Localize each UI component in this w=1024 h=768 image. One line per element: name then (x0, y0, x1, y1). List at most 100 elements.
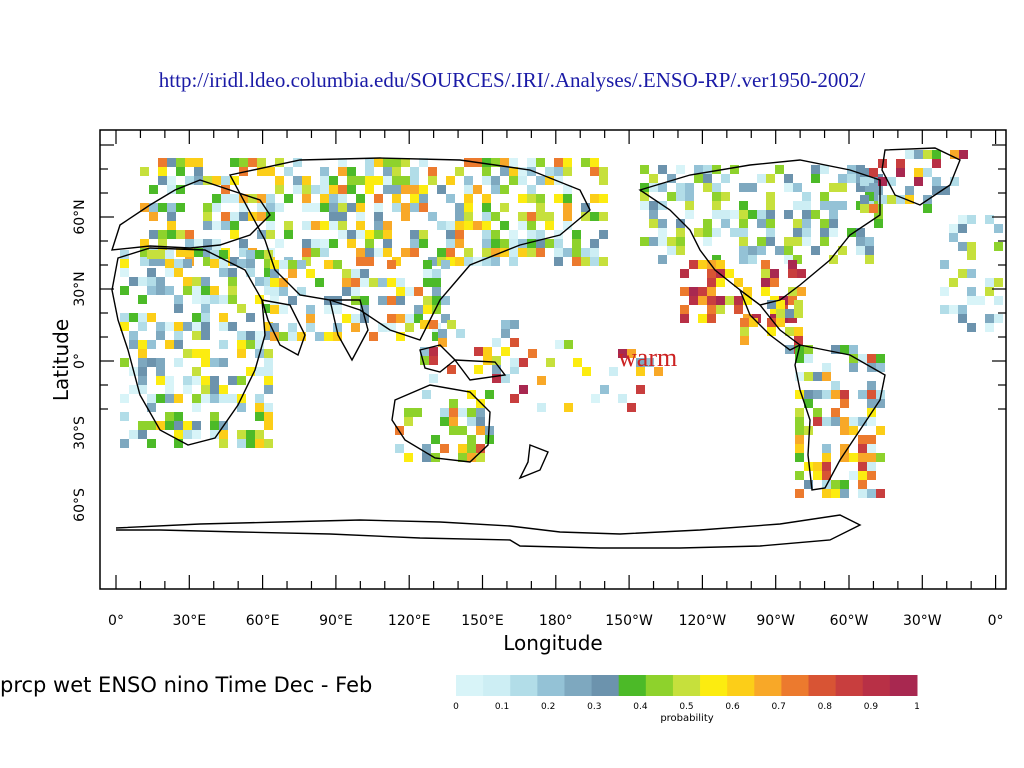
probability-cell (804, 426, 813, 435)
probability-cell (255, 340, 264, 349)
probability-cell (667, 192, 676, 201)
probability-cell (413, 408, 422, 417)
probability-cell (410, 230, 419, 239)
probability-cell (185, 230, 194, 239)
probability-cell (636, 358, 645, 367)
probability-cell (410, 167, 419, 176)
probability-cell (985, 278, 994, 287)
probability-cell (275, 185, 284, 194)
probability-cell (219, 385, 228, 394)
probability-cell (599, 257, 608, 266)
probability-cell (914, 150, 923, 159)
probability-cell (270, 305, 279, 314)
probability-cell (420, 320, 429, 329)
probability-cell (174, 295, 183, 304)
probability-cell (829, 210, 838, 219)
probability-cell (712, 228, 721, 237)
probability-cell (264, 403, 273, 412)
probability-cell (255, 394, 264, 403)
probability-cell (410, 176, 419, 185)
probability-cell (212, 239, 221, 248)
probability-cell (509, 167, 518, 176)
probability-cell (446, 221, 455, 230)
probability-cell (239, 248, 248, 257)
probability-cell (554, 230, 563, 239)
probability-cell (739, 210, 748, 219)
probability-cell (183, 259, 192, 268)
probability-cell (537, 376, 546, 385)
probability-cell (766, 228, 775, 237)
lon-tick-label: 30°W (903, 613, 942, 629)
probability-cell (940, 305, 949, 314)
probability-cell (923, 150, 932, 159)
probability-cell (302, 248, 311, 257)
probability-cell (658, 219, 667, 228)
probability-cell (138, 340, 147, 349)
probability-cell (156, 367, 165, 376)
colorbar-swatch (618, 675, 647, 696)
probability-cell (590, 167, 599, 176)
probability-cell (865, 174, 874, 183)
colorbar-tick-label: 0.8 (818, 702, 833, 712)
probability-cell (767, 318, 776, 327)
probability-cell (667, 174, 676, 183)
probability-cell (237, 376, 246, 385)
probability-cell (414, 287, 423, 296)
probability-cell (869, 168, 878, 177)
probability-cell (712, 183, 721, 192)
probability-cell (500, 158, 509, 167)
probability-cell (210, 259, 219, 268)
probability-cell (707, 269, 716, 278)
probability-cell (165, 412, 174, 421)
probability-cell (288, 323, 297, 332)
probability-cell (811, 246, 820, 255)
probability-cell (958, 269, 967, 278)
probability-cell (876, 399, 885, 408)
probability-cell (878, 195, 887, 204)
coastlines (111, 147, 961, 549)
probability-cell (174, 331, 183, 340)
probability-cell (329, 212, 338, 221)
probability-cell (228, 286, 237, 295)
probability-cell (820, 228, 829, 237)
probability-cell (546, 358, 555, 367)
probability-cell (536, 203, 545, 212)
probability-cell (297, 287, 306, 296)
probability-cell (563, 221, 572, 230)
probability-cell (194, 158, 203, 167)
probability-cell (467, 435, 476, 444)
probability-cell (429, 374, 438, 383)
probability-cell (476, 444, 485, 453)
probability-cell (838, 201, 847, 210)
probability-cell (246, 340, 255, 349)
probability-cell (793, 237, 802, 246)
probability-cell (703, 183, 712, 192)
colorbar-swatch (456, 675, 484, 696)
probability-cell (120, 322, 129, 331)
probability-cell (482, 158, 491, 167)
probability-cell (440, 417, 449, 426)
probability-cell (949, 278, 958, 287)
probability-cell (865, 183, 874, 192)
probability-cell (748, 246, 757, 255)
probability-cell (356, 203, 365, 212)
probability-cell (446, 230, 455, 239)
probability-cell (510, 365, 519, 374)
probability-cell (959, 150, 968, 159)
probability-cell (449, 399, 458, 408)
probability-cell (573, 358, 582, 367)
probability-cell (320, 221, 329, 230)
probability-cell (147, 268, 156, 277)
y-axis-label: Latitude (49, 319, 73, 401)
probability-cell (829, 183, 838, 192)
probability-cell (365, 257, 374, 266)
probability-cell (378, 296, 387, 305)
probability-cell (374, 203, 383, 212)
probability-cell (856, 228, 865, 237)
probability-cell (685, 192, 694, 201)
probability-cell (138, 385, 147, 394)
probability-cell (140, 167, 149, 176)
probability-cell (572, 257, 581, 266)
probability-cell (689, 296, 698, 305)
probability-cell (776, 309, 785, 318)
